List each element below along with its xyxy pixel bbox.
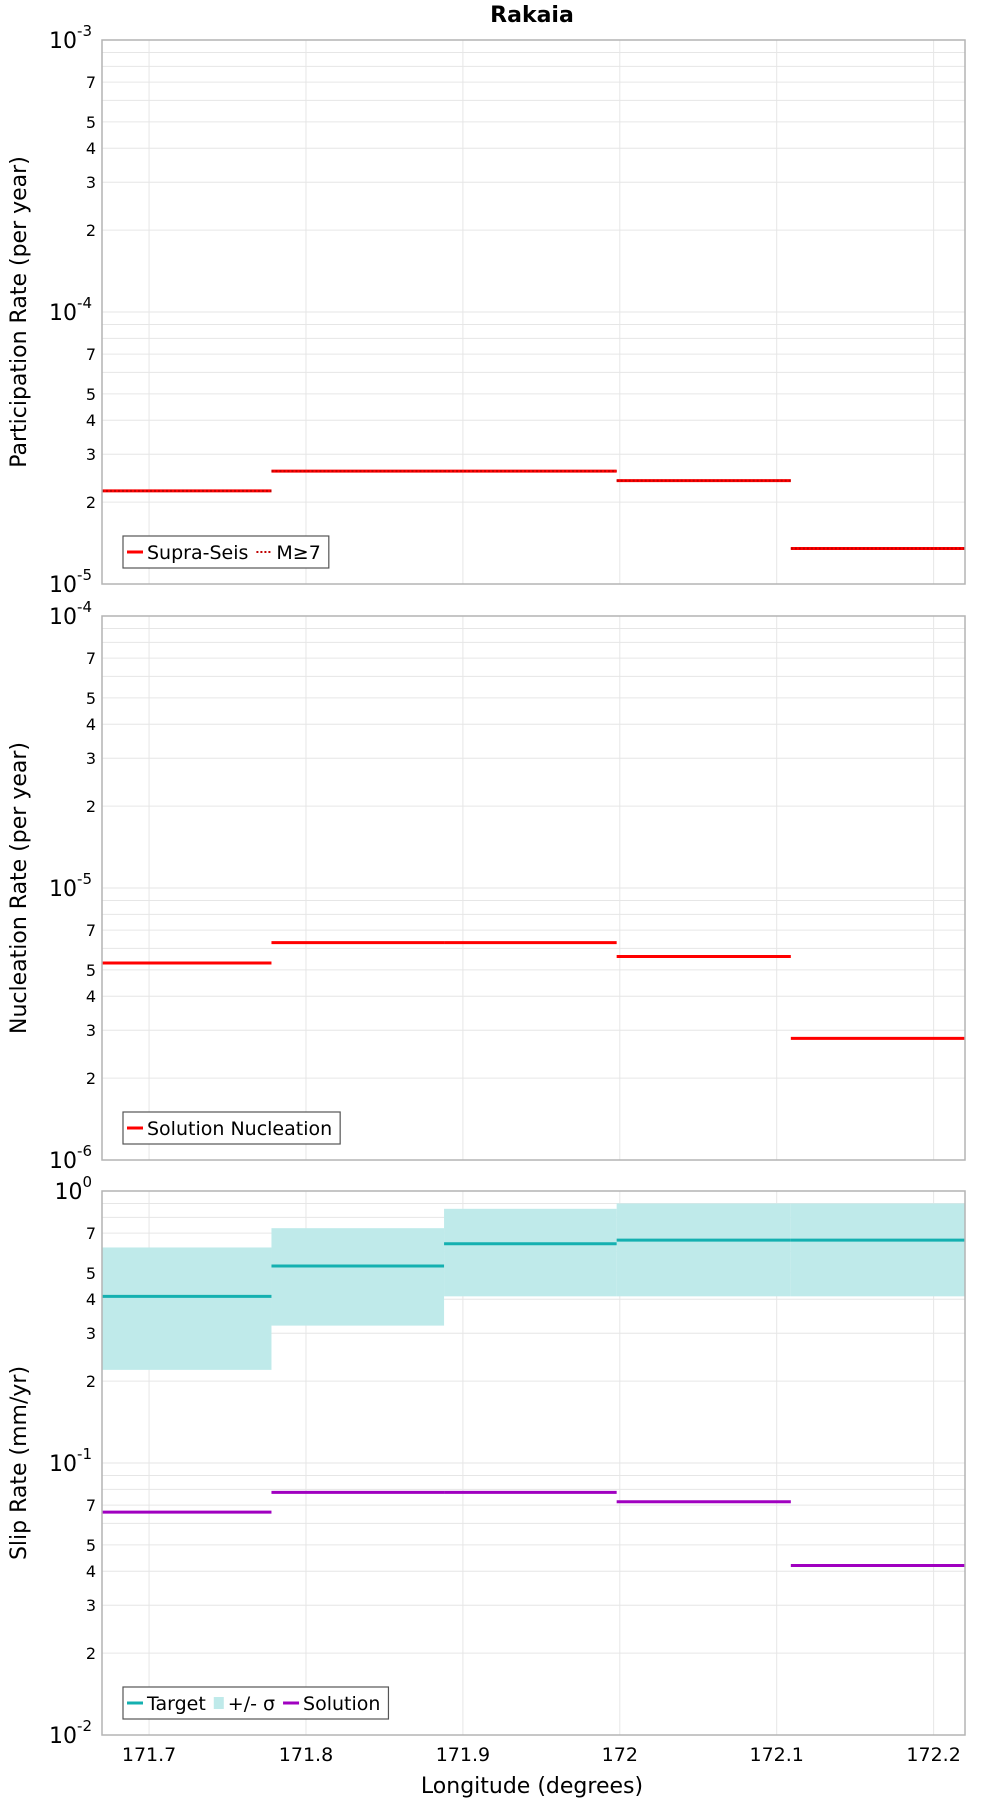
y-tick-label: 4 [86, 411, 96, 430]
x-tick-label: 172.1 [750, 1744, 804, 1766]
y-tick-label: 3 [86, 173, 96, 192]
decade-base: 10 [49, 1149, 77, 1174]
y-decade-label: 10-5 [49, 870, 92, 902]
legend-label: Solution [303, 1693, 380, 1715]
plot-frame [101, 1190, 966, 1736]
x-tick-label: 172 [602, 1744, 638, 1766]
y-axis-label: Nucleation Rate (per year) [7, 742, 32, 1034]
y-tick-label: 3 [86, 445, 96, 464]
decade-exponent: -6 [77, 1142, 92, 1160]
legend: Target +/- σ Solution [122, 1686, 390, 1720]
y-decade-label: 10-2 [49, 1717, 92, 1749]
decade-exponent: -1 [77, 1445, 92, 1463]
y-tick-label: 5 [86, 1264, 96, 1283]
band-segment [790, 1203, 965, 1297]
y-tick-label: 2 [86, 1644, 96, 1663]
y-tick-label: 2 [86, 797, 96, 816]
chart-title: Rakaia [490, 3, 574, 28]
x-tick-label: 172.2 [906, 1744, 960, 1766]
decade-base: 10 [49, 29, 77, 54]
y-decade-label: 10-1 [49, 1445, 92, 1477]
decade-exponent: -4 [77, 294, 92, 312]
x-tick-label: 171.9 [436, 1744, 490, 1766]
y-tick-label: 3 [86, 1021, 96, 1040]
y-axis-label: Participation Rate (per year) [7, 156, 32, 468]
y-decade-label: 10-4 [49, 598, 92, 630]
y-decade-label: 100 [54, 1173, 92, 1205]
y-tick-label: 4 [86, 715, 96, 734]
decade-exponent: -5 [77, 870, 92, 888]
y-tick-label: 2 [86, 1372, 96, 1391]
legend-label: +/- σ [228, 1693, 275, 1715]
decade-base: 10 [49, 301, 77, 326]
y-tick-label: 5 [86, 385, 96, 404]
y-tick-label: 2 [86, 1069, 96, 1088]
legend-label: Target [146, 1693, 206, 1715]
decade-base: 10 [49, 605, 77, 630]
y-tick-label: 5 [86, 689, 96, 708]
band-segment [616, 1203, 791, 1297]
y-tick-label: 3 [86, 1324, 96, 1343]
y-tick-label: 7 [86, 1496, 96, 1515]
y-tick-label: 4 [86, 139, 96, 158]
plot-frame [101, 39, 966, 585]
y-tick-label: 4 [86, 1562, 96, 1581]
y-tick-label: 4 [86, 987, 96, 1006]
band-segment [271, 1228, 445, 1326]
y-tick-label: 2 [86, 493, 96, 512]
y-tick-label: 5 [86, 113, 96, 132]
y-tick-label: 7 [86, 73, 96, 92]
decade-base: 10 [49, 573, 77, 598]
decade-base: 10 [49, 1724, 77, 1749]
x-tick-label: 171.7 [122, 1744, 176, 1766]
legend-label: Solution Nucleation [147, 1118, 332, 1140]
legend-box [122, 535, 330, 569]
band-segment [444, 1208, 617, 1297]
legend-label: M≥7 [276, 542, 320, 564]
y-tick-label: 7 [86, 921, 96, 940]
decade-exponent: 0 [82, 1173, 92, 1191]
y-axis-label: Slip Rate (mm/yr) [7, 1366, 32, 1560]
legend-box [122, 1686, 390, 1720]
y-tick-label: 3 [86, 1596, 96, 1615]
legend-swatch [213, 1697, 224, 1709]
y-decade-label: 10-6 [49, 1142, 92, 1174]
decade-exponent: -2 [77, 1717, 92, 1735]
decade-exponent: -5 [77, 566, 92, 584]
decade-exponent: -4 [77, 598, 92, 616]
plot-frame [101, 615, 966, 1161]
decade-base: 10 [49, 877, 77, 902]
legend-box [122, 1111, 341, 1145]
y-tick-label: 3 [86, 749, 96, 768]
y-decade-label: 10-3 [49, 22, 92, 54]
y-tick-label: 7 [86, 1224, 96, 1243]
y-tick-label: 4 [86, 1290, 96, 1309]
legend: Solution Nucleation [122, 1111, 341, 1145]
y-decade-label: 10-4 [49, 294, 92, 326]
y-tick-label: 7 [86, 345, 96, 364]
y-decade-label: 10-5 [49, 566, 92, 598]
decade-base: 10 [49, 1452, 77, 1477]
y-tick-label: 2 [86, 221, 96, 240]
legend: Supra-Seis M≥7 [122, 535, 330, 569]
y-tick-label: 5 [86, 1536, 96, 1555]
x-tick-label: 171.8 [279, 1744, 333, 1766]
y-tick-label: 5 [86, 961, 96, 980]
y-tick-label: 7 [86, 649, 96, 668]
decade-base: 10 [54, 1180, 82, 1205]
legend-label: Supra-Seis [147, 542, 248, 564]
band-segment [102, 1247, 272, 1370]
x-axis-label: Longitude (degrees) [421, 1774, 643, 1799]
decade-exponent: -3 [77, 22, 92, 40]
